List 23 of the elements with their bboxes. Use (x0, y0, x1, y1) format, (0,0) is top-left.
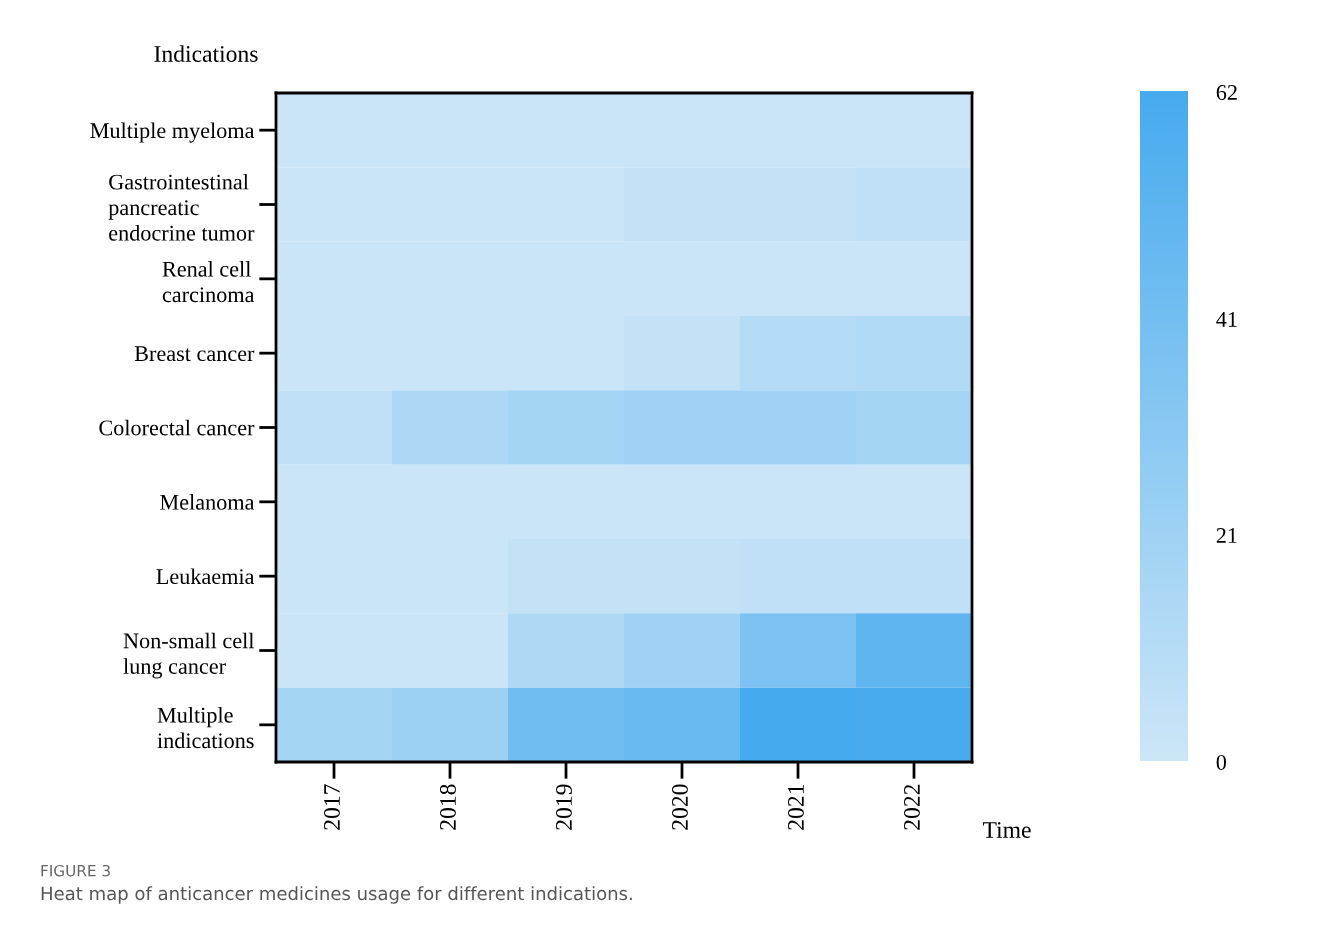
x-tick-label: 2022 (903, 784, 920, 830)
text: Heat map of anticancer medicines usage for different indications. (41, 886, 632, 904)
caption: FIGURE 3 (41, 864, 110, 877)
y-tick-label: Leukaemia (156, 568, 255, 585)
y-tick-label: Breast cancer (134, 346, 255, 362)
x-axis-title: Time (982, 822, 1031, 838)
y-tick-label: Multiple myeloma (90, 122, 255, 143)
x-tick-label: 2017 (323, 784, 340, 830)
y-tick-label: Melanoma (160, 494, 255, 510)
y-tick-label: Non-small cell lung cancer (123, 632, 255, 679)
x-tick-label: 2019 (555, 784, 572, 830)
color-bar-label: 62 (1216, 84, 1237, 100)
color-bar-label: 0 (1216, 754, 1227, 770)
color-bar-label: 21 (1216, 528, 1237, 543)
y-tick-label: Renal cell carcinoma (162, 261, 255, 303)
color-bar-label: 41 (1216, 311, 1237, 327)
x-tick-label: 2018 (439, 784, 456, 830)
x-tick-label: 2021 (787, 784, 804, 830)
y-axis-title: Indications (154, 45, 258, 62)
y-tick-label: Multiple indications (157, 707, 254, 749)
x-tick-label: 2020 (671, 784, 688, 830)
y-tick-label: Colorectal cancer (99, 419, 255, 436)
y-tick-label: Gastrointestinal pancreatic endocrine tumor (108, 173, 255, 241)
